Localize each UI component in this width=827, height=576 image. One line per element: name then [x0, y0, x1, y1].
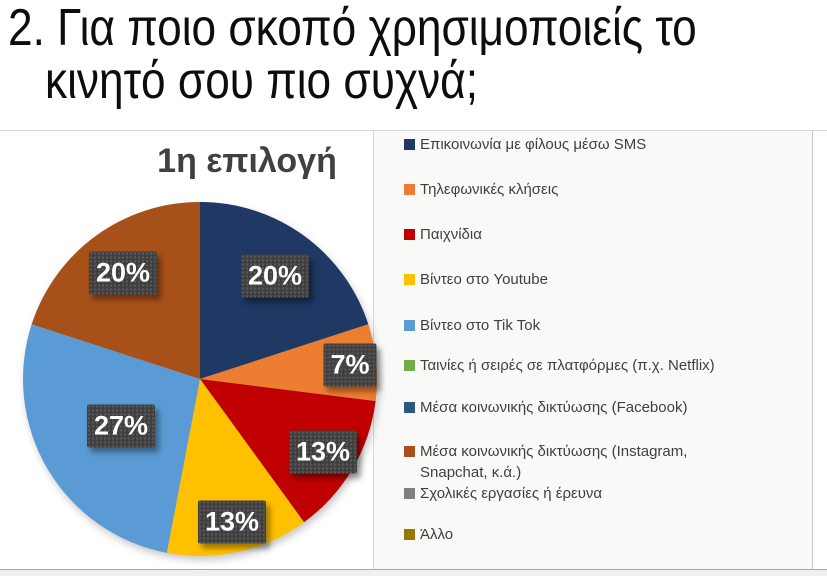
chart-area: 1η επιλογή 20% 7% 13% 13% 27% 20% Επικοινωνία… [0, 130, 827, 570]
legend-item-label: Άλλο [420, 526, 454, 543]
data-label[interactable]: 20% [240, 254, 310, 298]
data-label[interactable]: 13% [288, 430, 358, 474]
legend-color-swatch [404, 184, 415, 195]
legend-color-swatch [404, 529, 415, 540]
pie-slice[interactable] [200, 379, 376, 523]
legend-color-swatch [404, 229, 415, 240]
legend-item-label: Μέσα κοινωνικής δικτύωσης (Instagram, [420, 443, 688, 460]
page-title-line1: 2. Για ποιο σκοπό χρησιμοποιείς το [8, 0, 697, 57]
legend-item[interactable]: Επικοινωνία με φίλους μέσω SMS [404, 134, 789, 155]
legend-item[interactable]: Βίντεο στο Tik Tok [404, 315, 789, 336]
legend-color-swatch [404, 139, 415, 150]
data-label[interactable]: 7% [323, 343, 377, 387]
page-title[interactable]: 2. Για ποιο σκοπό χρησιμοποιείς το κινητ… [8, 2, 827, 108]
legend-item-label: Snapchat, κ.ά.) [420, 464, 522, 481]
chart-title[interactable]: 1η επιλογή [157, 142, 337, 180]
legend-panel [373, 131, 813, 570]
legend-item-label: Μέσα κοινωνικής δικτύωσης (Facebook) [420, 399, 688, 416]
legend-item[interactable]: Παιχνίδια [404, 224, 789, 245]
data-label[interactable]: 13% [197, 500, 267, 544]
legend-item[interactable]: Τηλεφωνικές κλήσεις [404, 179, 789, 200]
page-title-line2: κινητό σου πιο συχνά; [45, 52, 479, 110]
legend-color-swatch [404, 488, 415, 499]
data-label[interactable]: 27% [86, 404, 156, 448]
legend-item[interactable]: Ταινίες ή σειρές σε πλατφόρμες (π.χ. Net… [404, 355, 789, 376]
legend-item-label: Βίντεο στο Youtube [420, 271, 548, 288]
legend-item-label: Σχολικές εργασίες ή έρευνα [420, 485, 603, 502]
legend-item[interactable]: Βίντεο στο Youtube [404, 269, 789, 290]
legend-item[interactable]: Σχολικές εργασίες ή έρευνα [404, 483, 789, 504]
legend-item-label: Παιχνίδια [420, 226, 482, 243]
legend-item-label: Τηλεφωνικές κλήσεις [420, 181, 559, 198]
data-label[interactable]: 20% [88, 251, 158, 295]
slide-edge-line [0, 569, 827, 570]
legend-item-label: Επικοινωνία με φίλους μέσω SMS [420, 136, 647, 153]
legend-item[interactable]: Μέσα κοινωνικής δικτύωσης (Facebook) [404, 397, 789, 418]
legend-color-swatch [404, 320, 415, 331]
legend-color-swatch [404, 402, 415, 413]
legend-item[interactable]: Άλλο [404, 524, 789, 545]
legend-item-label: Ταινίες ή σειρές σε πλατφόρμες (π.χ. Net… [420, 357, 715, 374]
legend-item[interactable]: Μέσα κοινωνικής δικτύωσης (Instagram, Sna… [404, 441, 789, 483]
legend-color-swatch [404, 446, 415, 457]
outside-slide-strip [0, 570, 827, 576]
legend-color-swatch [404, 360, 415, 371]
legend-color-swatch [404, 274, 415, 285]
legend-item-label: Βίντεο στο Tik Tok [420, 317, 541, 334]
